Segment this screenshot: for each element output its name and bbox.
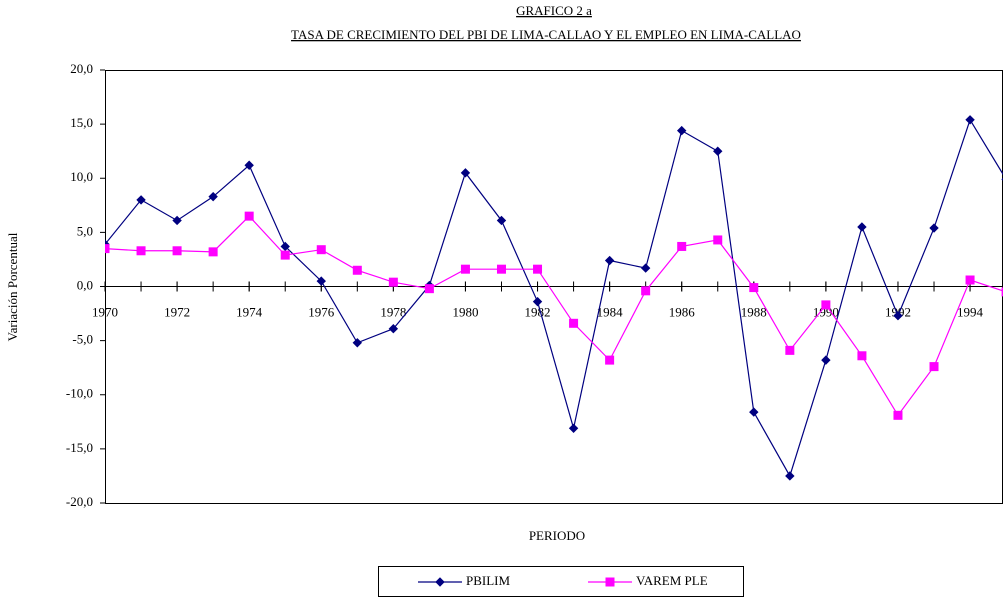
marker: [172, 215, 182, 226]
marker: [713, 146, 723, 156]
marker: [785, 471, 795, 481]
marker: [460, 264, 470, 274]
marker: [172, 246, 182, 256]
marker: [136, 195, 146, 205]
y-tick-label: -5,0: [72, 332, 93, 347]
marker: [208, 191, 218, 202]
legend-marker: [435, 577, 445, 587]
marker: [208, 247, 218, 257]
marker: [352, 265, 362, 275]
x-axis-label: PERIODO: [529, 528, 585, 543]
marker: [460, 168, 471, 178]
y-tick-label: -20,0: [66, 494, 93, 509]
x-tick-label: 1978: [380, 304, 406, 319]
marker: [136, 246, 146, 256]
x-tick-label: 1994: [957, 304, 984, 319]
marker: [496, 215, 507, 226]
marker: [749, 283, 759, 293]
marker: [532, 296, 543, 307]
y-tick-label: 20,0: [70, 61, 93, 76]
marker: [965, 275, 975, 285]
x-tick-label: 1986: [669, 304, 696, 319]
marker: [821, 355, 831, 365]
marker: [533, 264, 543, 274]
plot-area: [105, 115, 1003, 481]
marker: [568, 423, 579, 434]
marker: [641, 286, 651, 296]
marker: [713, 235, 723, 245]
chart-subtitle: TASA DE CRECIMIENTO DEL PBI DE LIMA-CALL…: [291, 27, 801, 42]
y-tick-label: -15,0: [66, 440, 93, 455]
y-tick-label: 5,0: [77, 223, 93, 238]
x-tick-label: 1980: [452, 304, 478, 319]
marker: [929, 362, 939, 372]
marker: [244, 211, 254, 221]
marker: [604, 255, 615, 266]
marker: [105, 244, 110, 254]
series-line: [105, 215, 1003, 417]
y-tick-label: -10,0: [66, 386, 93, 401]
legend-label: PBILIM: [466, 573, 511, 588]
marker: [352, 338, 363, 348]
marker: [244, 160, 254, 170]
marker: [316, 276, 326, 286]
marker: [388, 324, 399, 334]
marker: [929, 223, 939, 233]
marker: [676, 125, 687, 136]
marker: [785, 345, 795, 355]
marker: [821, 300, 831, 310]
marker: [893, 410, 903, 420]
marker: [893, 311, 903, 321]
y-tick-label: 0,0: [77, 277, 93, 292]
marker: [857, 351, 867, 361]
x-tick-label: 1984: [597, 304, 624, 319]
marker: [677, 241, 687, 251]
y-tick-label: 15,0: [70, 115, 93, 130]
marker: [280, 250, 290, 260]
y-axis-label: Variación Porcentual: [5, 232, 20, 341]
x-tick-label: 1990: [813, 304, 839, 319]
series-line: [105, 118, 1003, 478]
y-tick-label: 10,0: [70, 169, 93, 184]
marker: [965, 115, 975, 125]
x-tick-label: 1970: [92, 304, 118, 319]
marker: [749, 407, 759, 417]
marker: [605, 355, 615, 365]
marker: [280, 241, 290, 252]
marker: [424, 284, 434, 294]
marker: [496, 264, 506, 274]
marker: [316, 245, 326, 255]
x-tick-label: 1982: [525, 304, 551, 319]
marker: [857, 222, 867, 232]
x-tick-label: 1976: [308, 304, 335, 319]
chart-title: GRAFICO 2 a: [516, 3, 592, 18]
legend-label: VAREM PLE: [636, 573, 708, 588]
x-tick-label: 1974: [236, 304, 263, 319]
x-tick-label: 1972: [164, 304, 190, 319]
marker: [388, 277, 398, 287]
marker: [640, 263, 651, 273]
legend-marker: [605, 577, 615, 587]
x-tick-label: 1988: [741, 304, 767, 319]
marker: [569, 318, 579, 328]
